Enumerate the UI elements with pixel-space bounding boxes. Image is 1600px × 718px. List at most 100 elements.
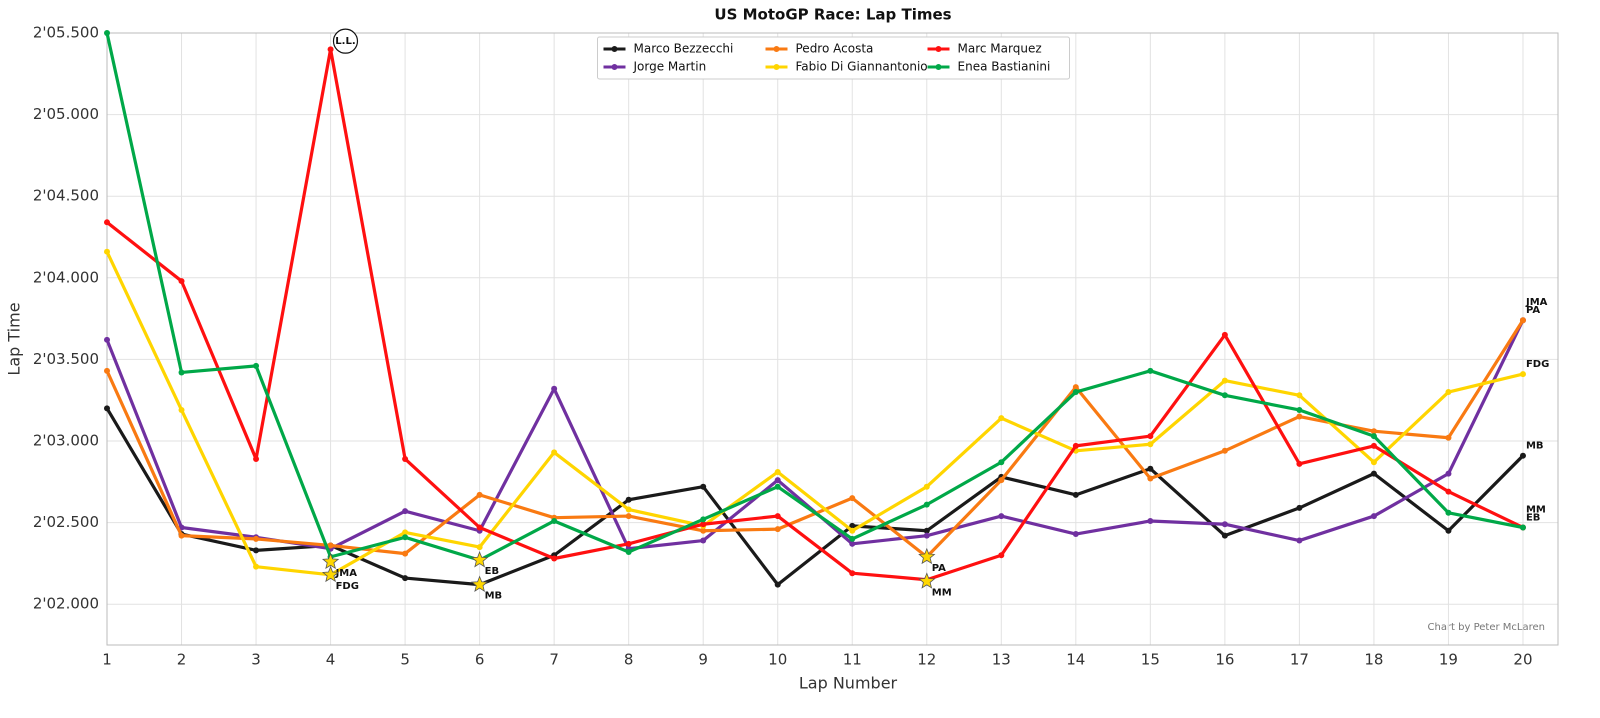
x-tick-label: 3 — [251, 651, 261, 669]
data-point — [104, 367, 110, 374]
data-point — [849, 540, 856, 547]
series-line — [105, 32, 1524, 562]
data-point — [923, 532, 930, 539]
data-point — [625, 548, 632, 555]
x-tick-label: 16 — [1215, 651, 1234, 669]
data-point — [327, 46, 334, 53]
legend-swatch-dot — [935, 46, 942, 52]
data-point — [1072, 491, 1079, 498]
data-point — [104, 219, 110, 226]
data-point — [551, 517, 558, 524]
data-point — [849, 570, 856, 577]
data-point — [625, 540, 632, 547]
x-tick-label: 1 — [102, 651, 112, 669]
data-point — [1370, 470, 1377, 477]
data-point — [1147, 517, 1154, 524]
credit: Chart by Peter McLaren — [1428, 622, 1546, 633]
data-point — [1296, 392, 1303, 399]
x-tick-label: 18 — [1364, 651, 1383, 669]
end-label: PA — [1526, 305, 1540, 316]
data-point — [253, 362, 260, 369]
x-tick-label: 6 — [475, 651, 485, 669]
series-line — [105, 251, 1524, 577]
legend-label: Marc Marquez — [958, 42, 1042, 56]
x-tick-label: 2 — [177, 651, 187, 669]
data-point — [1445, 389, 1452, 396]
data-point — [1519, 317, 1526, 324]
y-tick-label: 2'04.000 — [33, 268, 99, 286]
data-point — [774, 513, 781, 520]
y-axis-label: Lap Time — [5, 302, 24, 375]
legend-label: Pedro Acosta — [796, 42, 874, 56]
y-tick-label: 2'05.000 — [33, 105, 99, 123]
x-tick-label: 10 — [768, 651, 787, 669]
x-tick-label: 13 — [992, 651, 1011, 669]
fastest-lap-label: PA — [932, 563, 946, 574]
data-point — [476, 491, 483, 498]
data-point — [327, 542, 334, 549]
legend-label: Marco Bezzecchi — [634, 42, 734, 56]
end-label: MB — [1526, 441, 1544, 452]
plot-frame — [106, 32, 1559, 646]
data-point — [1370, 459, 1377, 466]
end-label: MM — [1526, 504, 1546, 515]
data-point — [551, 555, 558, 562]
data-point — [104, 405, 110, 412]
data-point — [1445, 488, 1452, 495]
data-point — [923, 527, 930, 534]
grid — [106, 32, 1558, 645]
data-point — [923, 483, 930, 490]
data-point — [402, 455, 409, 462]
data-point — [1072, 384, 1079, 391]
legend-swatch-dot — [773, 64, 780, 70]
data-point — [774, 483, 781, 490]
data-point — [998, 459, 1005, 466]
fastest-lap-label: MM — [932, 587, 952, 598]
x-tick-label: 7 — [549, 651, 559, 669]
data-point — [476, 524, 483, 531]
data-point — [104, 336, 110, 343]
x-tick-label: 17 — [1290, 651, 1309, 669]
data-point — [700, 483, 707, 490]
data-point — [998, 552, 1005, 559]
data-point — [551, 385, 558, 392]
data-point — [1147, 465, 1154, 472]
data-point — [1072, 389, 1079, 396]
data-point — [1221, 377, 1228, 384]
data-point — [1221, 521, 1228, 528]
data-point — [1370, 428, 1377, 435]
data-point — [1519, 524, 1526, 531]
data-point — [253, 455, 260, 462]
data-point — [998, 513, 1005, 520]
data-point — [178, 278, 185, 285]
x-axis-label: Lap Number — [799, 674, 898, 693]
x-tick-label: 5 — [400, 651, 410, 669]
data-point — [1072, 531, 1079, 538]
data-point — [774, 581, 781, 588]
data-point — [1221, 532, 1228, 539]
data-point — [1221, 447, 1228, 454]
data-point — [402, 508, 409, 515]
x-tick-label: 19 — [1439, 651, 1458, 669]
x-tick-label: 12 — [917, 651, 936, 669]
data-point — [402, 534, 409, 541]
y-tick-label: 2'02.000 — [33, 595, 99, 613]
data-point — [1519, 371, 1526, 378]
end-label: EB — [1526, 512, 1540, 523]
legend-label: Jorge Martin — [633, 60, 707, 74]
data-point — [700, 527, 707, 534]
data-point — [1296, 406, 1303, 413]
data-point — [253, 563, 260, 570]
data-point — [700, 521, 707, 528]
legend-swatch-dot — [611, 64, 618, 70]
data-point — [774, 526, 781, 533]
data-point — [923, 501, 930, 508]
data-point — [1072, 442, 1079, 449]
data-point — [700, 537, 707, 544]
y-tick-label: 2'04.500 — [33, 187, 99, 205]
data-point — [104, 248, 110, 255]
y-tick-label: 2'02.500 — [33, 513, 99, 531]
data-point — [1296, 413, 1303, 420]
data-point — [849, 527, 856, 534]
